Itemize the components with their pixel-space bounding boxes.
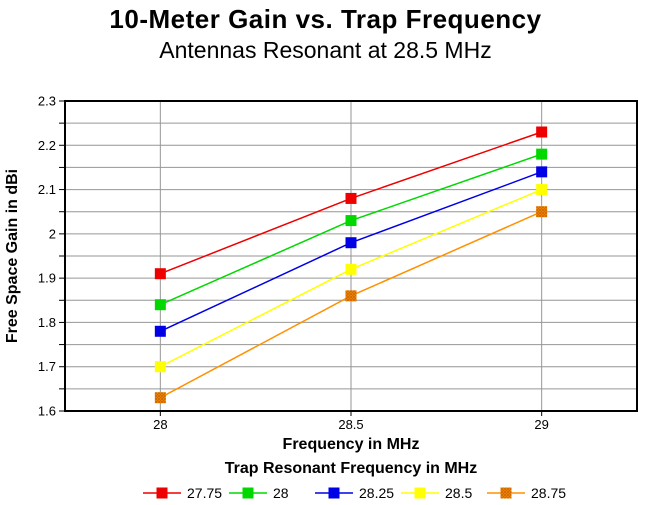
data-point-marker [536, 166, 548, 178]
legend-marker-icon [143, 487, 181, 499]
x-axis-title: Frequency in MHz [282, 436, 420, 453]
y-tick-label: 1.7 [38, 359, 56, 374]
chart-title: 10-Meter Gain vs. Trap Frequency [109, 4, 542, 34]
legend-marker-icon [315, 487, 353, 499]
data-point-marker [154, 392, 166, 404]
data-point-marker [154, 325, 166, 337]
legend-label: 28.5 [445, 485, 473, 501]
data-point-marker [345, 237, 357, 249]
legend-marker-icon [229, 487, 267, 499]
legend-title: Trap Resonant Frequency in MHz [224, 460, 478, 477]
legend-label: 28.25 [359, 485, 395, 501]
data-point-marker [536, 184, 548, 196]
y-tick-label: 2 [49, 226, 56, 241]
data-point-marker [154, 299, 166, 311]
legend: 27.75 28 28.25 28.5 28.75 [143, 485, 573, 501]
data-point-marker [154, 268, 166, 280]
plot-area: 28 28.5 29 1.6 1.7 1.8 1.9 2 2.1 2.2 2.3 [38, 94, 638, 432]
legend-item-28: 28 [229, 485, 315, 501]
legend-label: 27.75 [187, 485, 223, 501]
legend-item-27.75: 27.75 [143, 485, 229, 501]
data-point-marker [345, 192, 357, 204]
y-tick-label: 2.2 [38, 138, 56, 153]
data-point-marker [536, 148, 548, 160]
y-axis-title: Free Space Gain in dBi [4, 168, 21, 344]
data-point-marker [345, 263, 357, 275]
legend-item-28.25: 28.25 [315, 485, 401, 501]
x-tick-label: 28.5 [338, 417, 363, 432]
x-tick-label: 29 [534, 417, 548, 432]
data-point-marker [536, 126, 548, 138]
legend-label: 28 [273, 485, 289, 501]
data-point-marker [536, 206, 548, 218]
data-point-marker [345, 215, 357, 227]
data-point-marker [154, 361, 166, 373]
y-tick-label: 2.1 [38, 182, 56, 197]
chart-subtitle: Antennas Resonant at 28.5 MHz [159, 37, 492, 63]
legend-item-28.75: 28.75 [487, 485, 573, 501]
x-tick-label: 28 [153, 417, 167, 432]
legend-item-28.5: 28.5 [401, 485, 487, 501]
plot-frame [64, 100, 638, 412]
data-point-marker [345, 290, 357, 302]
legend-marker-icon [487, 487, 525, 499]
y-tick-label: 2.3 [38, 94, 56, 109]
y-tick-label: 1.6 [38, 404, 56, 419]
legend-label: 28.75 [531, 485, 567, 501]
y-tick-label: 1.9 [38, 271, 56, 286]
legend-marker-icon [401, 487, 439, 499]
y-tick-label: 1.8 [38, 315, 56, 330]
